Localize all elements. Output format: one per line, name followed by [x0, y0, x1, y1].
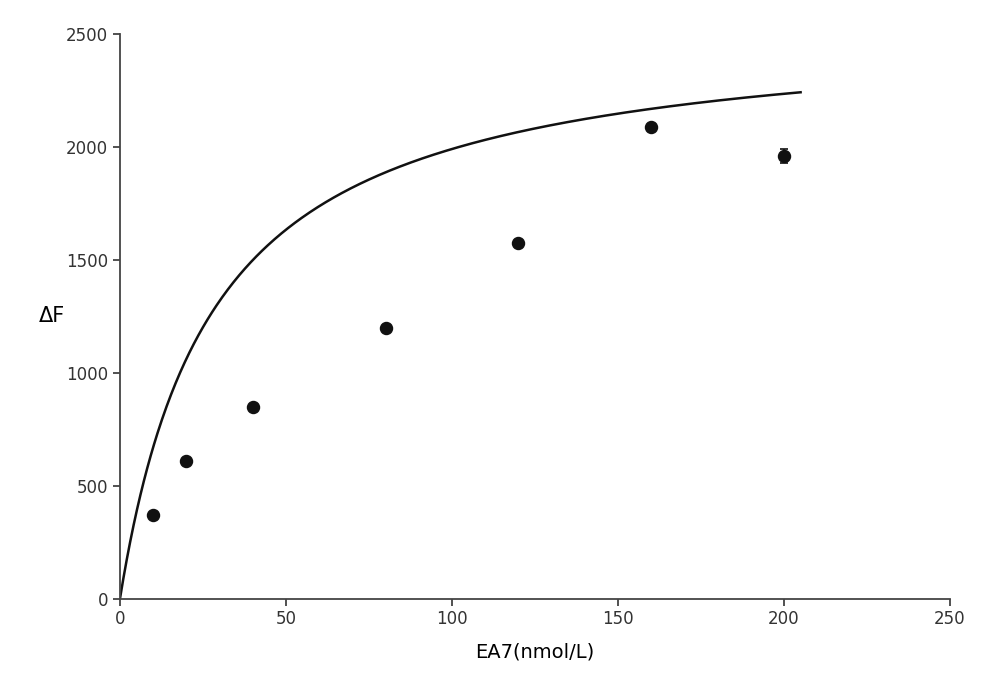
- Point: [776, 151, 792, 162]
- Point: [178, 455, 194, 466]
- Point: [245, 401, 261, 412]
- Y-axis label: ΔF: ΔF: [39, 306, 65, 327]
- Point: [378, 322, 394, 333]
- Point: [643, 121, 659, 132]
- X-axis label: EA7(nmol/L): EA7(nmol/L): [475, 643, 595, 661]
- Point: [510, 237, 526, 248]
- Point: [145, 510, 161, 521]
